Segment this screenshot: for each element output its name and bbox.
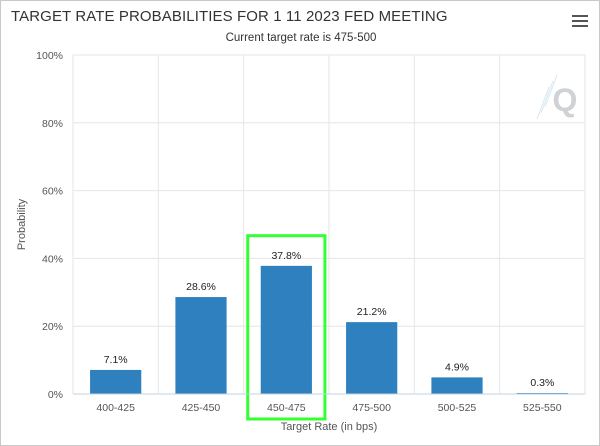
- bar-value-label: 37.8%: [271, 250, 301, 262]
- chart-title: TARGET RATE PROBABILITIES FOR 1 11 2023 …: [11, 8, 448, 25]
- bar-525-550: [516, 392, 568, 394]
- y-tick-label: 0%: [48, 389, 63, 401]
- bar-value-label: 7.1%: [104, 354, 128, 366]
- bar-value-label: 21.2%: [357, 306, 387, 318]
- x-tick-label: 475-500: [352, 402, 391, 414]
- y-tick-label: 80%: [42, 118, 63, 130]
- bar-value-label: 28.6%: [186, 281, 216, 293]
- x-tick-label: 400-425: [96, 402, 135, 414]
- y-tick-label: 60%: [42, 186, 63, 198]
- x-tick-label: 500-525: [438, 402, 477, 414]
- highlight-box: [246, 234, 327, 421]
- bar-475-500: [346, 322, 398, 394]
- chart-subtitle: Current target rate is 475-500: [225, 32, 377, 44]
- svg-text:Q: Q: [553, 82, 578, 118]
- y-axis-title: Probability: [16, 198, 28, 250]
- x-axis-title: Target Rate (in bps): [281, 421, 378, 433]
- bar-450-475: [260, 265, 312, 394]
- y-tick-label: 40%: [42, 253, 63, 265]
- x-tick-label: 525-550: [523, 402, 562, 414]
- bar-425-450: [175, 297, 227, 394]
- y-tick-label: 100%: [36, 50, 63, 62]
- y-tick-label: 20%: [42, 321, 63, 333]
- bar-value-label: 4.9%: [445, 361, 469, 373]
- watermark-logo: Q: [536, 74, 578, 120]
- hamburger-menu-icon[interactable]: [572, 15, 588, 29]
- x-tick-label: 425-450: [182, 402, 221, 414]
- bar-500-525: [431, 377, 483, 394]
- bar-value-label: 0.3%: [530, 377, 554, 389]
- bar-400-425: [90, 369, 142, 394]
- x-tick-label: 450-475: [267, 402, 306, 414]
